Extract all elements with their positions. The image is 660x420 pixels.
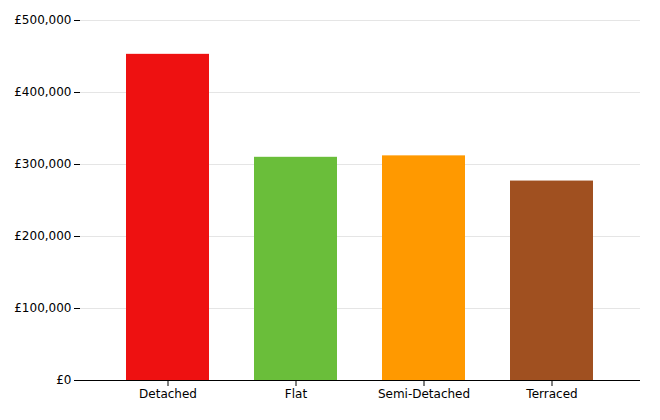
svg-text:£300,000: £300,000 bbox=[14, 157, 71, 171]
svg-text:£500,000: £500,000 bbox=[14, 13, 71, 27]
svg-text:Semi-Detached: Semi-Detached bbox=[378, 387, 470, 401]
svg-text:£100,000: £100,000 bbox=[14, 301, 71, 315]
svg-text:Terraced: Terraced bbox=[525, 387, 577, 401]
svg-text:£400,000: £400,000 bbox=[14, 85, 71, 99]
svg-text:Detached: Detached bbox=[139, 387, 197, 401]
svg-text:Flat: Flat bbox=[285, 387, 308, 401]
svg-text:£200,000: £200,000 bbox=[14, 229, 71, 243]
svg-text:£0: £0 bbox=[56, 373, 71, 387]
